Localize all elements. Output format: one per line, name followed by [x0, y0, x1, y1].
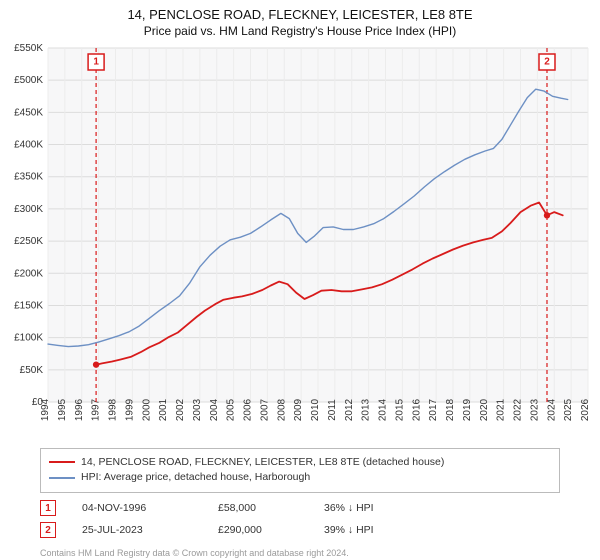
price-chart: £0£50K£100K£150K£200K£250K£300K£350K£400…: [0, 42, 600, 442]
svg-text:£400K: £400K: [14, 139, 43, 150]
svg-text:2013: 2013: [361, 398, 372, 421]
svg-text:2023: 2023: [529, 398, 540, 421]
svg-text:2004: 2004: [209, 398, 220, 421]
svg-text:1998: 1998: [108, 398, 119, 421]
table-row: 2 25-JUL-2023 £290,000 39% ↓ HPI: [40, 519, 560, 541]
legend-item-hpi: HPI: Average price, detached house, Harb…: [49, 470, 551, 486]
svg-text:£150K: £150K: [14, 300, 43, 311]
svg-text:2024: 2024: [546, 398, 557, 421]
svg-text:2005: 2005: [226, 398, 237, 421]
sales-table: 1 04-NOV-1996 £58,000 36% ↓ HPI 2 25-JUL…: [40, 497, 560, 541]
svg-text:1995: 1995: [57, 398, 68, 421]
footnote: Contains HM Land Registry data © Crown c…: [40, 547, 560, 560]
footnote-line: Contains HM Land Registry data © Crown c…: [40, 547, 560, 559]
svg-text:1994: 1994: [40, 398, 51, 421]
legend-swatch: [49, 461, 75, 463]
svg-text:2010: 2010: [310, 398, 321, 421]
svg-text:2011: 2011: [327, 398, 338, 420]
svg-text:2026: 2026: [580, 398, 591, 421]
svg-text:£300K: £300K: [14, 203, 43, 214]
svg-text:2025: 2025: [563, 398, 574, 421]
svg-text:2001: 2001: [158, 398, 169, 421]
legend-swatch: [49, 477, 75, 479]
svg-text:2014: 2014: [378, 398, 389, 421]
sale-diff: 36% ↓ HPI: [324, 502, 444, 514]
svg-text:1: 1: [93, 56, 99, 67]
svg-text:2018: 2018: [445, 398, 456, 421]
svg-text:2019: 2019: [462, 398, 473, 421]
svg-text:£350K: £350K: [14, 171, 43, 182]
sale-price: £58,000: [218, 502, 298, 514]
page-title: 14, PENCLOSE ROAD, FLECKNEY, LEICESTER, …: [0, 0, 600, 24]
svg-text:2008: 2008: [276, 398, 287, 421]
svg-text:2002: 2002: [175, 398, 186, 421]
svg-text:2: 2: [544, 56, 550, 67]
sale-diff: 39% ↓ HPI: [324, 524, 444, 536]
svg-text:£250K: £250K: [14, 236, 43, 247]
svg-text:2007: 2007: [259, 398, 270, 421]
price-chart-svg: £0£50K£100K£150K£200K£250K£300K£350K£400…: [0, 42, 600, 442]
svg-text:£450K: £450K: [14, 107, 43, 118]
svg-text:2009: 2009: [293, 398, 304, 421]
sale-price: £290,000: [218, 524, 298, 536]
table-row: 1 04-NOV-1996 £58,000 36% ↓ HPI: [40, 497, 560, 519]
svg-text:£200K: £200K: [14, 268, 43, 279]
svg-text:2015: 2015: [394, 398, 405, 421]
svg-text:2000: 2000: [141, 398, 152, 421]
svg-text:1999: 1999: [124, 398, 135, 421]
sale-marker-icon: 2: [40, 522, 56, 538]
sale-date: 25-JUL-2023: [82, 524, 192, 536]
svg-text:£500K: £500K: [14, 75, 43, 86]
legend-label: HPI: Average price, detached house, Harb…: [81, 470, 310, 486]
svg-text:2022: 2022: [513, 398, 524, 421]
svg-text:2012: 2012: [344, 398, 355, 421]
svg-text:£50K: £50K: [20, 364, 44, 375]
svg-text:2017: 2017: [428, 398, 439, 421]
svg-text:£550K: £550K: [14, 43, 43, 54]
legend-item-property: 14, PENCLOSE ROAD, FLECKNEY, LEICESTER, …: [49, 455, 551, 471]
sale-date: 04-NOV-1996: [82, 502, 192, 514]
legend: 14, PENCLOSE ROAD, FLECKNEY, LEICESTER, …: [40, 448, 560, 494]
svg-text:2021: 2021: [496, 398, 507, 421]
svg-text:1996: 1996: [74, 398, 85, 421]
svg-text:2020: 2020: [479, 398, 490, 421]
legend-label: 14, PENCLOSE ROAD, FLECKNEY, LEICESTER, …: [81, 455, 444, 471]
sale-marker-icon: 1: [40, 500, 56, 516]
svg-text:2003: 2003: [192, 398, 203, 421]
svg-text:2016: 2016: [411, 398, 422, 421]
page-subtitle: Price paid vs. HM Land Registry's House …: [0, 24, 600, 42]
svg-text:2006: 2006: [243, 398, 254, 421]
svg-text:£100K: £100K: [14, 332, 43, 343]
